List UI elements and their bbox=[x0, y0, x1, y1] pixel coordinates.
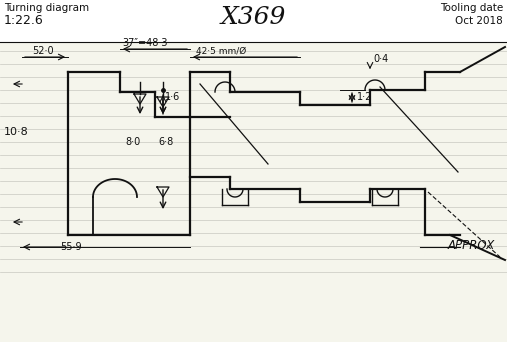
Text: 55·9: 55·9 bbox=[60, 242, 82, 252]
Text: 8·0: 8·0 bbox=[125, 137, 140, 147]
Text: 1:22.6: 1:22.6 bbox=[4, 14, 44, 27]
Text: 42·5 mm/Ø: 42·5 mm/Ø bbox=[196, 47, 246, 56]
Text: 0·4: 0·4 bbox=[373, 54, 388, 64]
Text: X369: X369 bbox=[221, 6, 285, 29]
Text: 52·0: 52·0 bbox=[32, 46, 54, 56]
Text: 37″=48·3: 37″=48·3 bbox=[122, 38, 167, 48]
Text: APPROX: APPROX bbox=[448, 239, 495, 252]
Bar bbox=[0, 0, 507, 42]
Text: 1·6: 1·6 bbox=[165, 92, 180, 102]
Text: 10·8: 10·8 bbox=[4, 127, 29, 137]
Text: 1·2: 1·2 bbox=[357, 92, 372, 102]
Text: Turning diagram: Turning diagram bbox=[4, 3, 89, 13]
Text: 6·8: 6·8 bbox=[158, 137, 173, 147]
Text: Tooling date
Oct 2018: Tooling date Oct 2018 bbox=[440, 3, 503, 26]
